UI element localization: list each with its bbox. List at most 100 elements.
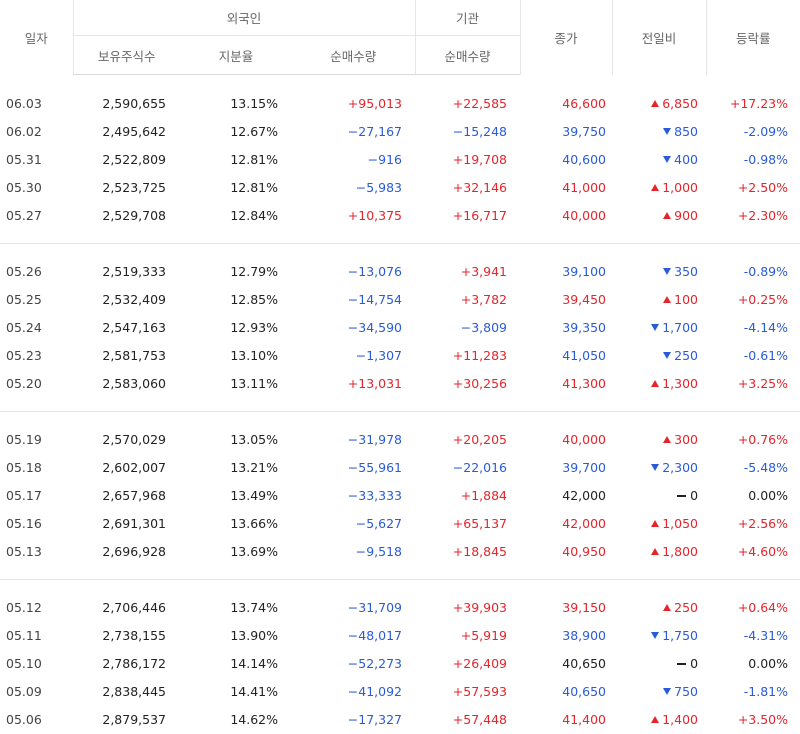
close-cell: 39,450 <box>562 291 607 307</box>
table-row: 05.26 2,519,333 12.79% −13,076 +3,941 39,100 3… <box>0 257 800 285</box>
close-cell: 39,100 <box>562 263 607 279</box>
foreign-net-cell: −916 <box>367 151 403 167</box>
diff-cell: 0 <box>612 649 706 677</box>
triangle-down-icon <box>663 127 672 135</box>
inst-net-cell: +57,448 <box>452 711 508 727</box>
diff-value: 2,300 <box>662 459 699 475</box>
inst-net-cell: +57,593 <box>452 683 508 699</box>
rate-cell: +0.76% <box>737 431 789 447</box>
triangle-down-icon <box>651 323 660 331</box>
foreign-net-cell: −55,961 <box>347 459 403 475</box>
close-cell: 39,350 <box>562 319 607 335</box>
diff-value: 1,700 <box>662 319 699 335</box>
header-rate: 등락률 <box>705 0 800 75</box>
ratio-cell: 13.11% <box>230 375 278 391</box>
ratio-cell: 13.10% <box>230 347 278 363</box>
foreign-net-cell: −33,333 <box>347 487 403 503</box>
triangle-down-icon <box>663 267 672 275</box>
close-cell: 40,650 <box>562 683 607 699</box>
rate-cell: -4.31% <box>743 627 789 643</box>
ratio-cell: 13.05% <box>230 431 278 447</box>
header-date: 일자 <box>0 0 73 75</box>
diff-value: 300 <box>674 431 699 447</box>
date-cell: 05.31 <box>6 151 42 167</box>
foreign-net-cell: −13,076 <box>347 263 403 279</box>
ratio-cell: 13.69% <box>230 543 278 559</box>
table-row: 05.18 2,602,007 13.21% −55,961 −22,016 39,700… <box>0 453 800 481</box>
inst-net-cell: +11,283 <box>452 347 508 363</box>
inst-net-cell: +16,717 <box>452 207 508 223</box>
close-cell: 40,950 <box>562 543 607 559</box>
header-diff: 전일비 <box>611 0 707 75</box>
diff-cell: 300 <box>612 425 706 453</box>
ratio-cell: 13.21% <box>230 459 278 475</box>
holdings-cell: 2,581,753 <box>102 347 166 363</box>
close-cell: 40,600 <box>562 151 607 167</box>
triangle-up-icon <box>651 183 660 191</box>
ratio-cell: 12.79% <box>230 263 278 279</box>
spacer-cell <box>0 244 800 258</box>
foreign-net-cell: +13,031 <box>347 375 403 391</box>
diff-value: 900 <box>674 207 699 223</box>
diff-value: 250 <box>674 347 699 363</box>
diff-cell: 1,400 <box>612 705 706 733</box>
foreign-net-cell: −48,017 <box>347 627 403 643</box>
foreign-net-cell: −27,167 <box>347 123 403 139</box>
table-row: 05.13 2,696,928 13.69% −9,518 +18,845 40,950 1… <box>0 537 800 565</box>
diff-value: 1,050 <box>662 515 699 531</box>
rate-cell: -4.14% <box>743 319 789 335</box>
table-row: 05.20 2,583,060 13.11% +13,031 +30,256 41,300… <box>0 369 800 397</box>
triangle-down-icon <box>663 351 672 359</box>
diff-cell: 850 <box>612 117 706 145</box>
spacer-cell <box>0 580 800 594</box>
foreign-net-cell: −31,709 <box>347 599 403 615</box>
diff-cell: 1,300 <box>612 369 706 397</box>
rate-cell: +3.50% <box>737 711 789 727</box>
spacer-cell <box>0 75 800 90</box>
foreign-net-cell: +10,375 <box>347 207 403 223</box>
triangle-down-icon <box>651 463 660 471</box>
triangle-up-icon <box>651 547 660 555</box>
inst-net-cell: +19,708 <box>452 151 508 167</box>
holdings-cell: 2,547,163 <box>102 319 166 335</box>
diff-value: 750 <box>674 683 699 699</box>
close-cell: 46,600 <box>562 95 607 111</box>
ratio-cell: 13.90% <box>230 627 278 643</box>
diff-value: 1,300 <box>662 375 699 391</box>
diff-value: 1,400 <box>662 711 699 727</box>
close-cell: 39,750 <box>562 123 607 139</box>
triangle-up-icon <box>663 603 672 611</box>
holdings-cell: 2,602,007 <box>102 459 166 475</box>
rate-cell: +4.60% <box>737 543 789 559</box>
group-separator <box>0 397 800 412</box>
diff-value: 1,750 <box>662 627 699 643</box>
header-foreign-group: 외국인 <box>72 0 416 36</box>
holdings-cell: 2,657,968 <box>102 487 166 503</box>
table-row: 06.02 2,495,642 12.67% −27,167 −15,248 39,750… <box>0 117 800 145</box>
rate-cell: -1.81% <box>743 683 789 699</box>
diff-value: 850 <box>674 123 699 139</box>
foreign-net-cell: −14,754 <box>347 291 403 307</box>
table-row: 05.23 2,581,753 13.10% −1,307 +11,283 41,050 2… <box>0 341 800 369</box>
ratio-cell: 13.66% <box>230 515 278 531</box>
group-spacer <box>0 412 800 426</box>
diff-value: 350 <box>674 263 699 279</box>
separator-cell <box>0 397 800 412</box>
diff-cell: 250 <box>612 341 706 369</box>
inst-net-cell: +18,845 <box>452 543 508 559</box>
diff-cell: 350 <box>612 257 706 285</box>
triangle-up-icon <box>651 519 660 527</box>
inst-net-cell: +20,205 <box>452 431 508 447</box>
diff-value: 100 <box>674 291 699 307</box>
header-holdings: 보유주식수 <box>72 35 180 75</box>
diff-cell: 400 <box>612 145 706 173</box>
group-spacer <box>0 580 800 594</box>
rate-cell: -0.98% <box>743 151 789 167</box>
date-cell: 05.19 <box>6 431 42 447</box>
rate-cell: -0.89% <box>743 263 789 279</box>
holdings-cell: 2,838,445 <box>102 683 166 699</box>
diff-cell: 2,300 <box>612 453 706 481</box>
diff-cell: 100 <box>612 285 706 313</box>
close-cell: 39,700 <box>562 459 607 475</box>
